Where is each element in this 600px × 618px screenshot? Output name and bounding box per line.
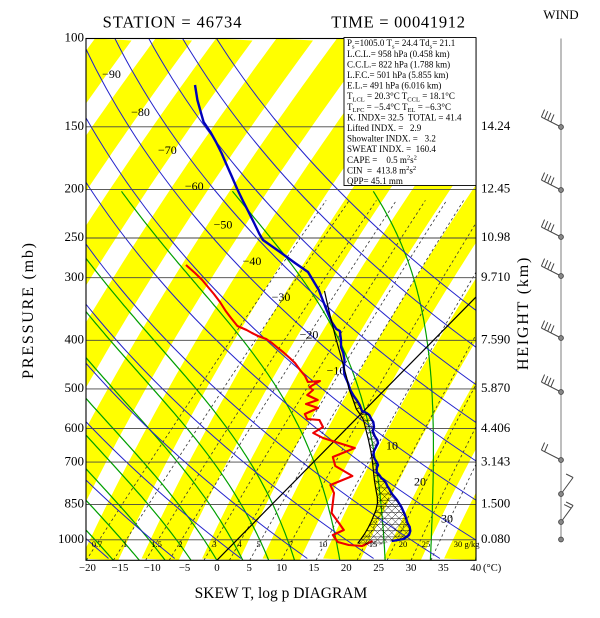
svg-text:25: 25: [373, 562, 384, 574]
svg-text:5.870: 5.870: [481, 380, 510, 395]
svg-text:20: 20: [341, 562, 352, 574]
svg-text:−10: −10: [327, 364, 346, 378]
svg-text:10: 10: [276, 562, 287, 574]
svg-text:L.C.L.= 958 hPa (0.458 km): L.C.L.= 958 hPa (0.458 km): [347, 49, 450, 59]
svg-text:−90: −90: [102, 67, 121, 81]
svg-text:−10: −10: [144, 562, 161, 574]
svg-text:PRESSURE (mb): PRESSURE (mb): [20, 241, 37, 379]
svg-text:Ps​=1005.0 Ts​= 24.4 Tds​= 21.: Ps​=1005.0 Ts​= 24.4 Tds​= 21.1: [347, 38, 455, 50]
svg-text:3.143: 3.143: [481, 453, 510, 468]
svg-text:25: 25: [422, 539, 431, 549]
svg-text:500: 500: [65, 380, 85, 395]
svg-text:4: 4: [237, 539, 242, 549]
svg-text:7.590: 7.590: [481, 332, 510, 347]
svg-text:−5: −5: [179, 562, 191, 574]
svg-text:1.5: 1.5: [151, 539, 162, 549]
svg-text:0.7: 0.7: [92, 539, 103, 549]
svg-text:WIND: WIND: [543, 7, 578, 22]
svg-text:3: 3: [212, 539, 216, 549]
svg-text:200: 200: [65, 181, 85, 196]
svg-text:30: 30: [454, 539, 463, 549]
svg-text:CIN = 413.8 m2​s2​: CIN = 413.8 m2​s2​: [347, 165, 416, 175]
svg-text:40: 40: [470, 562, 481, 574]
svg-text:10: 10: [386, 439, 398, 453]
svg-text:5: 5: [246, 562, 251, 574]
svg-text:1000: 1000: [58, 531, 84, 546]
svg-text:30: 30: [441, 512, 453, 526]
svg-text:SWEAT INDX. = 160.4: SWEAT INDX. = 160.4: [347, 144, 436, 154]
svg-text:20: 20: [414, 475, 426, 489]
svg-text:−50: −50: [214, 218, 233, 232]
svg-text:850: 850: [65, 496, 85, 511]
svg-text:TLCL​ = 20.3°C TCCL​ = 18.1°C: TLCL​ = 20.3°C TCCL​ = 18.1°C: [347, 91, 455, 103]
svg-text:10: 10: [319, 539, 328, 549]
svg-text:E.L.= 491 hPa (6.016 km): E.L.= 491 hPa (6.016 km): [347, 81, 441, 91]
svg-text:1.500: 1.500: [481, 496, 510, 511]
svg-text:−80: −80: [131, 105, 150, 119]
svg-text:20: 20: [399, 539, 408, 549]
svg-text:600: 600: [65, 420, 85, 435]
svg-text:30: 30: [406, 562, 417, 574]
svg-text:9.710: 9.710: [481, 269, 510, 284]
svg-text:−30: −30: [272, 290, 291, 304]
svg-text:TLFC​ = −5.4°C TEL​ = −6.3°C: TLFC​ = −5.4°C TEL​ = −6.3°C: [347, 102, 451, 114]
svg-text:L.F.C.= 501 hPa (5.855 km): L.F.C.= 501 hPa (5.855 km): [347, 70, 448, 80]
svg-text:0.080: 0.080: [481, 531, 510, 546]
svg-text:300: 300: [65, 269, 85, 284]
svg-text:−40: −40: [243, 254, 262, 268]
svg-text:0: 0: [214, 562, 219, 574]
svg-text:14.24: 14.24: [481, 118, 511, 133]
svg-text:Showalter INDX. = 3.2: Showalter INDX. = 3.2: [347, 134, 436, 144]
svg-text:−20: −20: [300, 328, 319, 342]
svg-text:TIME = 00041912: TIME = 00041912: [331, 13, 465, 32]
svg-text:7: 7: [289, 539, 293, 549]
svg-text:−15: −15: [111, 562, 128, 574]
svg-text:−60: −60: [185, 179, 204, 193]
svg-text:100: 100: [65, 30, 85, 45]
svg-text:4.406: 4.406: [481, 420, 511, 435]
svg-text:5: 5: [256, 539, 260, 549]
svg-text:150: 150: [65, 118, 85, 133]
svg-text:15: 15: [309, 562, 320, 574]
svg-text:Lifted INDX. = 2.9: Lifted INDX. = 2.9: [347, 123, 422, 133]
svg-text:12.45: 12.45: [481, 181, 510, 196]
svg-text:STATION = 46734: STATION = 46734: [103, 13, 243, 32]
svg-text:CAPE = 0.5 m2​s2​: CAPE = 0.5 m2​s2​: [347, 155, 417, 165]
svg-text:−70: −70: [158, 143, 177, 157]
svg-text:10.98: 10.98: [481, 229, 510, 244]
svg-text:250: 250: [65, 229, 85, 244]
svg-text:HEIGHT (km): HEIGHT (km): [515, 256, 532, 370]
svg-text:g/kg: g/kg: [464, 539, 480, 549]
svg-text:35: 35: [438, 562, 449, 574]
svg-text:700: 700: [65, 453, 85, 468]
svg-text:QPP= 45.1 mm: QPP= 45.1 mm: [347, 176, 403, 186]
svg-text:(°C): (°C): [483, 563, 502, 574]
svg-text:−20: −20: [79, 562, 96, 574]
svg-text:C.C.L.= 822 hPa (1.788 km): C.C.L.= 822 hPa (1.788 km): [347, 59, 450, 69]
svg-text:SKEW T, log p DIAGRAM: SKEW T, log p DIAGRAM: [195, 585, 368, 602]
svg-text:400: 400: [65, 332, 85, 347]
svg-text:2: 2: [178, 539, 182, 549]
svg-text:K. INDX= 32.5 TOTAL = 41.4: K. INDX= 32.5 TOTAL = 41.4: [347, 112, 462, 122]
svg-text:1: 1: [123, 539, 127, 549]
